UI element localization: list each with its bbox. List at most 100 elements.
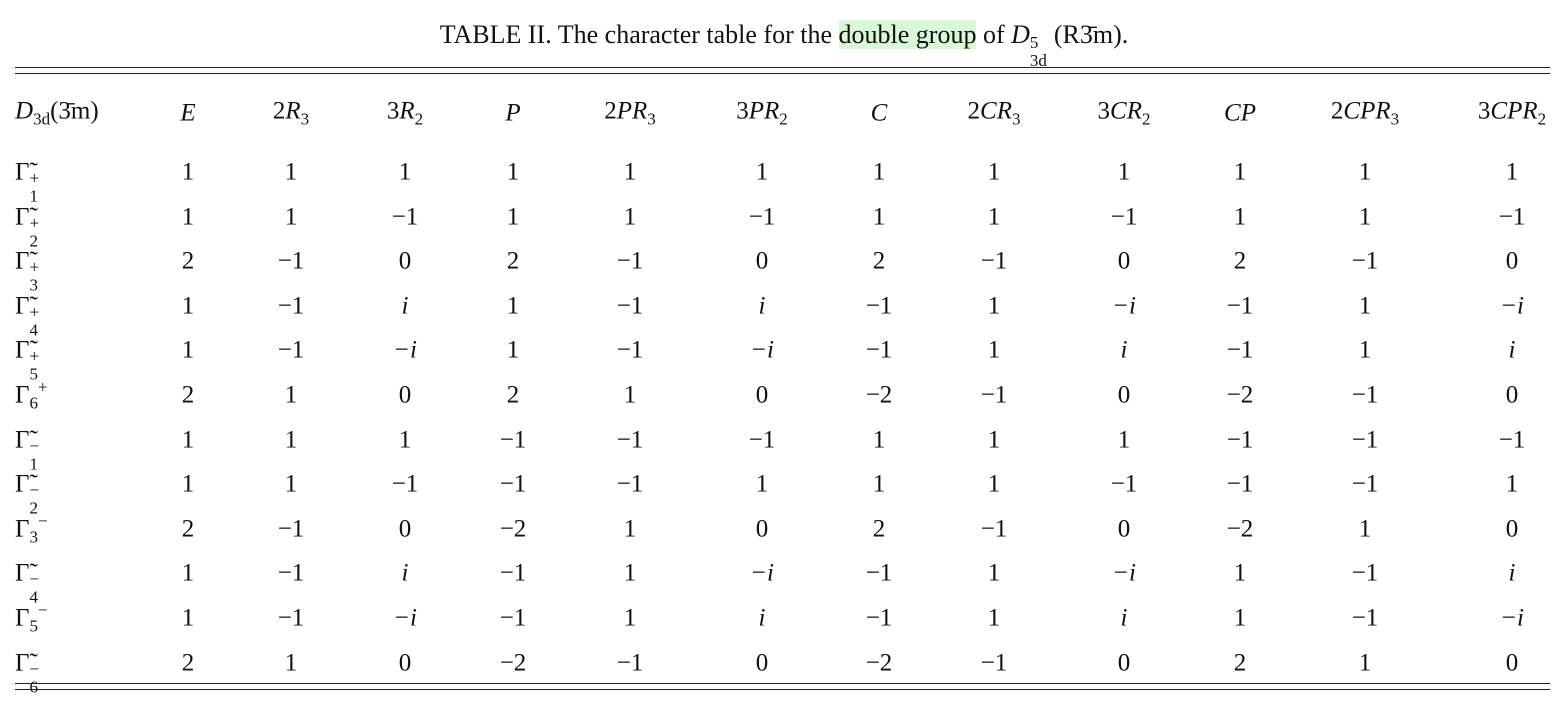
subscript: 3: [647, 109, 656, 129]
subscript: 2: [414, 109, 424, 129]
table-cell: −2: [1226, 381, 1254, 409]
table-cell: −1: [1498, 203, 1526, 231]
caption-text: .: [1121, 20, 1129, 49]
superscript: −: [29, 659, 40, 679]
table-cell: −i: [393, 604, 417, 632]
rule: [15, 683, 1550, 684]
table-cell: i: [1120, 336, 1128, 364]
table-cell: 1: [987, 203, 1001, 231]
table-cell: −1: [277, 247, 305, 275]
row-label: Γ̃ +5: [15, 338, 41, 383]
table-cell: 1: [1117, 426, 1131, 454]
table-cell: 2: [1233, 247, 1247, 275]
row-label: Γ̃ −2: [15, 472, 41, 517]
header-cell: P: [505, 101, 520, 126]
table-cell: −1: [748, 426, 776, 454]
table-cell: 1: [623, 559, 637, 587]
table-cell: i: [1120, 604, 1128, 632]
symbol-main: Γ̃: [15, 559, 30, 587]
symbol-main: Γ: [15, 515, 30, 543]
symbol-main: Γ: [15, 604, 30, 632]
table-cell: −1: [499, 559, 527, 587]
table-cell: 1: [987, 426, 1001, 454]
table-cell: 2: [872, 247, 886, 275]
symbol-main: CPR: [1343, 97, 1391, 125]
table-cell: −1: [277, 559, 305, 587]
table-cell: −i: [393, 336, 417, 364]
table-cell: −i: [750, 559, 774, 587]
table-cell: 0: [1505, 247, 1519, 275]
table-cell: −1: [1351, 426, 1379, 454]
table-cell: 1: [1505, 158, 1519, 186]
caption: TABLE II. The character table for the do…: [0, 20, 1568, 70]
symbol-main: D: [1011, 20, 1030, 49]
table-cell: 1: [1358, 649, 1372, 677]
table-cell: 1: [987, 336, 1001, 364]
table-cell: 1: [506, 336, 520, 364]
table-cell: −2: [499, 515, 527, 543]
table-cell: 0: [1505, 515, 1519, 543]
table-cell: 0: [755, 247, 769, 275]
table-cell: 1: [1233, 203, 1247, 231]
subscript: 6: [29, 677, 38, 697]
table-cell: 0: [398, 247, 412, 275]
superscript: −: [37, 600, 48, 620]
symbol-main: CP: [1224, 99, 1256, 127]
table-cell: 1: [1233, 604, 1247, 632]
caption-text: of: [976, 20, 1012, 49]
table-cell: 1: [1358, 292, 1372, 320]
table-cell: 1: [755, 470, 769, 498]
table-cell: 0: [755, 515, 769, 543]
table-cell: −1: [748, 203, 776, 231]
table-cell: −1: [277, 336, 305, 364]
symbol-main: Γ: [15, 381, 30, 409]
table-cell: 1: [1233, 559, 1247, 587]
table-cell: 1: [623, 381, 637, 409]
table-cell: −1: [980, 649, 1008, 677]
table-cell: 1: [284, 470, 298, 498]
row-label: Γ3−: [15, 512, 48, 545]
header-cell: 3CR2: [1098, 99, 1151, 128]
table-cell: 2: [181, 381, 195, 409]
header-cell: 2CPR3: [1331, 99, 1399, 128]
header-cell: 3CPR2: [1478, 99, 1546, 128]
subscript: 1: [29, 186, 38, 206]
row-label: Γ5−: [15, 602, 48, 635]
table-cell: −i: [1500, 604, 1524, 632]
subscript: 3d: [1029, 51, 1047, 70]
table-cell: 1: [1358, 203, 1372, 231]
table-cell: 1: [755, 158, 769, 186]
table-cell: 2: [506, 247, 520, 275]
table-cell: −1: [1226, 292, 1254, 320]
table-cell: 1: [623, 203, 637, 231]
table-cell: 1: [284, 381, 298, 409]
table-cell: 1: [398, 426, 412, 454]
symbol-main: Γ̃: [15, 158, 30, 186]
table-cell: −1: [980, 381, 1008, 409]
table-cell: 1: [284, 203, 298, 231]
superscript: −: [29, 436, 40, 456]
subscript: 3: [29, 527, 38, 547]
symbol-main: Γ̃: [15, 203, 30, 231]
coefficient: 2: [967, 97, 981, 125]
coefficient: 3: [1097, 97, 1111, 125]
table-cell: −1: [865, 559, 893, 587]
table-cell: 0: [1505, 649, 1519, 677]
symbol-main: C: [870, 99, 888, 127]
table-cell: 2: [181, 649, 195, 677]
table-cell: 1: [987, 292, 1001, 320]
table-cell: 0: [1117, 247, 1131, 275]
superscript: −: [29, 480, 40, 500]
table-cell: 0: [1117, 381, 1131, 409]
header-cell: D3d(3̄m): [15, 99, 99, 128]
table-cell: −1: [1351, 381, 1379, 409]
table-cell: −1: [277, 604, 305, 632]
superscript: +: [37, 377, 48, 397]
table-cell: 0: [398, 515, 412, 543]
superscript: +: [29, 302, 40, 322]
table-cell: −1: [499, 426, 527, 454]
subscript: 3: [29, 275, 38, 295]
table-cell: 1: [872, 426, 886, 454]
header-cell: E: [180, 101, 195, 126]
table-cell: 1: [1233, 158, 1247, 186]
